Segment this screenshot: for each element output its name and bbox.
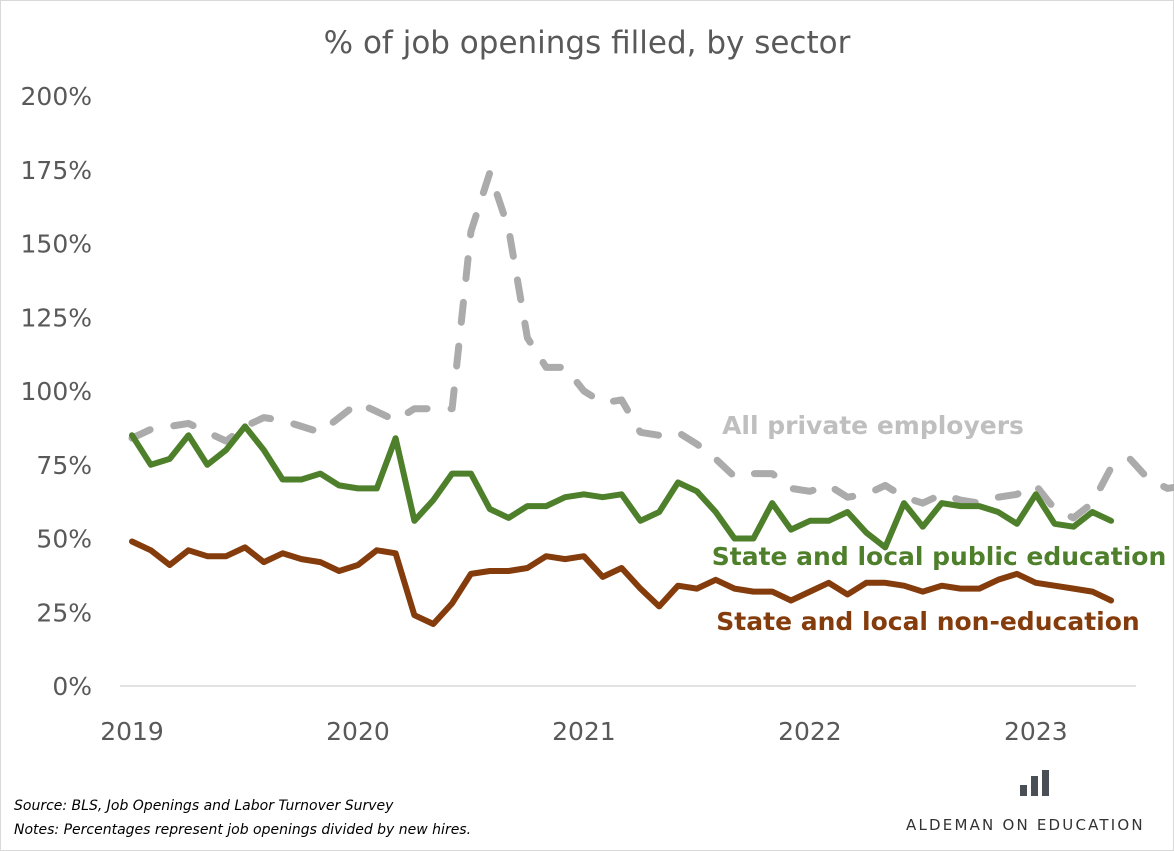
logo-text: ALDEMAN ON EDUCATION	[906, 816, 1145, 834]
y-tick-label: 25%	[36, 598, 92, 627]
x-tick-label: 2019	[100, 717, 164, 746]
y-tick-label: 175%	[21, 156, 92, 185]
y-tick-label: 150%	[21, 230, 92, 259]
series-label-non-education: State and local non-education	[716, 607, 1139, 636]
series-label-private: All private employers	[722, 411, 1024, 440]
x-tick-label: 2020	[326, 717, 390, 746]
y-tick-label: 100%	[21, 377, 92, 406]
series-line-public-education	[129, 423, 1115, 551]
y-tick-label: 125%	[21, 303, 92, 332]
chart-title: % of job openings filled, by sector	[324, 25, 851, 61]
x-tick-label: 2022	[778, 717, 842, 746]
y-tick-label: 0%	[52, 672, 92, 701]
series-line-non-education	[129, 538, 1115, 627]
y-tick-label: 200%	[21, 82, 92, 111]
footer-source: Source: BLS, Job Openings and Labor Turn…	[14, 798, 394, 814]
line-chart: % of job openings filled, by sector 0% 25…	[21, 25, 1174, 746]
series-label-public-education: State and local public education	[712, 542, 1167, 571]
logo-bar	[1020, 785, 1027, 796]
x-tick-label: 2021	[552, 717, 616, 746]
y-tick-label: 50%	[36, 525, 92, 554]
x-tick-label: 2023	[1004, 717, 1068, 746]
series-line-private	[128, 169, 1174, 522]
y-axis-ticks: 0% 25% 50% 75% 100% 125% 150% 175% 200%	[21, 82, 92, 701]
footer-notes: Notes: Percentages represent job opening…	[14, 822, 472, 838]
x-axis-ticks: 2019 2020 2021 2022 2023	[100, 717, 1067, 746]
series-lines	[128, 169, 1174, 627]
brand-logo: ALDEMAN ON EDUCATION	[906, 764, 1168, 844]
logo-bar	[1042, 770, 1049, 796]
bar-chart-icon	[1020, 770, 1056, 796]
y-tick-label: 75%	[36, 451, 92, 480]
logo-bar	[1031, 776, 1038, 796]
